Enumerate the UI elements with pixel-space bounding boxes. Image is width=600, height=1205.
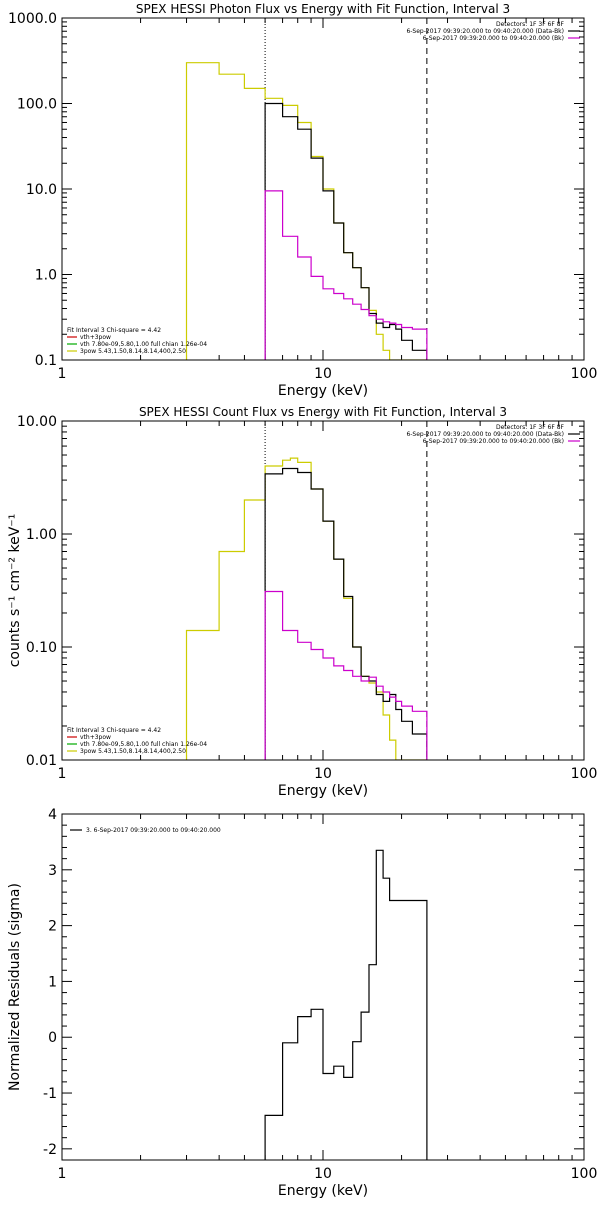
y-tick-label: 10.0 [26,182,57,198]
x-tick-label: 10 [314,366,332,382]
legend-header: Fit Interval 3 Chi-square = 4.42 [67,727,161,734]
chart-panel-1: SPEX HESSI Photon Flux vs Energy with Fi… [8,2,597,399]
series-group [264,849,428,1160]
y-tick-label: -1 [43,1086,57,1102]
info-line: 6-Sep-2017 09:39:20.000 to 09:40:20.000 … [406,431,564,438]
series-line-3 [264,190,428,360]
y-tick-label: 1000.0 [8,11,57,27]
y-tick-label: 3 [48,863,57,879]
series-line-3 [264,590,428,760]
chart-title: SPEX HESSI Count Flux vs Energy with Fit… [139,405,507,419]
y-tick-label: 0.01 [26,753,57,769]
plot-frame [61,17,585,361]
series-line-1 [264,849,428,1160]
info-line: 6-Sep-2017 09:39:20.000 to 09:40:20.000 … [423,35,564,42]
y-tick-label: 0 [48,1030,57,1046]
legend-entry: vth+3pow [80,734,111,741]
y-tick-label: 1 [48,974,57,990]
y-tick-label: 1.0 [35,268,57,284]
info-line: Detectors: 1F 3F 6F 8F [496,21,565,28]
info-line: Detectors: 1F 3F 6F 8F [496,424,565,431]
legend-entry: vth 7.80e-09,5.80,1.00 full chian 1.26e-… [80,341,207,348]
x-tick-label: 1 [58,766,67,782]
x-axis-label: Energy (keV) [278,1183,368,1199]
y-axis-label: Normalized Residuals (sigma) [7,883,23,1091]
legend-entry: vth+3pow [80,334,111,341]
legend-entry: 3pow 5.43,1.50,8.14,8.14,400,2.50 [80,348,186,355]
plot-frame [61,813,585,1161]
y-tick-label: 10.00 [17,414,57,430]
info-line: 6-Sep-2017 09:39:20.000 to 09:40:20.000 … [423,438,564,445]
y-tick-label: 0.1 [35,353,57,369]
x-tick-label: 1 [58,1166,67,1182]
x-axis-label: Energy (keV) [278,783,368,799]
x-tick-label: 100 [571,1166,598,1182]
y-tick-label: 100.0 [17,97,57,113]
chart-title: SPEX HESSI Photon Flux vs Energy with Fi… [136,2,510,16]
legend-entry: 3. 6-Sep-2017 09:39:20.000 to 09:40:20.0… [86,827,221,834]
y-tick-label: -2 [43,1142,57,1158]
plot-frame [61,420,585,761]
y-tick-label: 1.00 [26,527,57,543]
legend-entry: vth 7.80e-09,5.80,1.00 full chian 1.26e-… [80,741,207,748]
info-line: 6-Sep-2017 09:39:20.000 to 09:40:20.000 … [406,28,564,35]
legend-header: Fit Interval 3 Chi-square = 4.42 [67,327,161,334]
y-tick-label: 2 [48,919,57,935]
chart-panel-3: 1 10 100 -2 -1 0 1 2 3 4 Energy (keV) Normalized Re… [7,807,597,1199]
x-tick-label: 10 [314,766,332,782]
series-group [185,62,428,360]
series-line-2 [264,102,428,360]
x-axis-label: Energy (keV) [278,383,368,399]
series-group [185,457,428,760]
x-tick-label: 10 [314,1166,332,1182]
y-axis-label: counts s⁻¹ cm⁻² keV⁻¹ [7,514,23,668]
series-line-2 [264,467,428,760]
x-tick-label: 100 [571,366,598,382]
x-tick-label: 1 [58,366,67,382]
y-tick-label: 4 [48,807,57,823]
legend-entry: 3pow 5.43,1.50,8.14,8.14,400,2.50 [80,748,186,755]
x-tick-label: 100 [571,766,598,782]
chart-panel-2: SPEX HESSI Count Flux vs Energy with Fit… [7,405,597,799]
y-tick-label: 0.10 [26,640,57,656]
